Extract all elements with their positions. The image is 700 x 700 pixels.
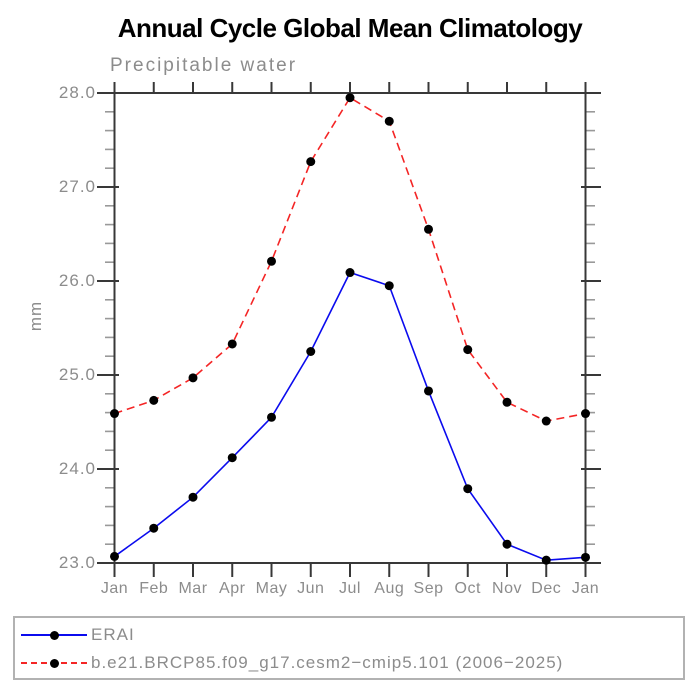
legend-label-erai: ERAI [91,625,135,644]
data-point-marker [149,523,159,533]
legend-label-model: b.e21.BRCP85.f09_g17.cesm2−cmip5.101 (20… [91,653,564,672]
series-line-0 [114,271,586,561]
data-point-marker [227,339,237,349]
data-point-marker [384,281,394,291]
data-point-marker [541,416,551,426]
data-point-marker [581,409,590,419]
legend-item-erai: ERAI [21,624,135,646]
y-tick-label: 23.0 [58,553,96,572]
data-point-marker [227,453,237,463]
y-tick-label: 27.0 [58,177,96,196]
data-point-marker [502,397,512,407]
y-tick-label: 26.0 [58,271,96,290]
chart-subtitle: Precipitable water [110,55,298,76]
data-point-marker [463,345,473,355]
series-line-1 [114,96,586,422]
y-tick-label: 24.0 [58,459,96,478]
data-point-marker [424,224,433,234]
data-point-marker [306,347,316,356]
legend-line-sample-dashed [21,658,87,668]
x-tick-label: Sep [413,580,444,597]
x-tick-label: Jan [100,580,129,597]
data-point-marker [110,409,119,419]
legend-item-model: b.e21.BRCP85.f09_g17.cesm2−cmip5.101 (20… [21,652,563,674]
x-tick-label: Apr [219,580,246,597]
x-tick-label: Mar [178,580,208,597]
legend-marker-dot [49,630,59,640]
data-point-marker [149,395,159,405]
data-point-marker [267,256,276,266]
y-tick-label: 25.0 [58,365,96,384]
x-tick-label: Oct [454,580,481,597]
legend-box: ERAI b.e21.BRCP85.f09_g17.cesm2−cmip5.10… [13,616,685,680]
x-tick-label: Feb [139,580,169,597]
legend-marker-dot [49,658,59,668]
data-point-marker [306,157,316,167]
data-point-marker [110,551,119,561]
x-tick-label: Jun [297,580,325,597]
data-point-marker [345,93,355,103]
y-tick-label: 28.0 [58,83,96,102]
data-point-marker [502,539,512,549]
data-point-marker [424,386,433,396]
data-point-marker [267,412,276,422]
x-tick-label: Jul [339,580,361,597]
x-tick-label: Nov [492,580,522,597]
data-point-marker [188,492,198,502]
data-point-marker [188,373,198,383]
plot-frame [113,92,587,564]
data-point-marker [384,116,394,126]
data-point-marker [581,552,590,562]
chart-title: Annual Cycle Global Mean Climatology [117,13,583,43]
x-tick-label: Jan [571,580,600,597]
legend-line-sample-solid [21,630,87,640]
data-point-marker [463,484,473,494]
data-point-marker [345,268,355,278]
x-tick-label: Aug [374,580,405,597]
x-tick-label: May [255,580,288,597]
data-point-marker [541,555,551,565]
x-tick-label: Dec [531,580,562,597]
